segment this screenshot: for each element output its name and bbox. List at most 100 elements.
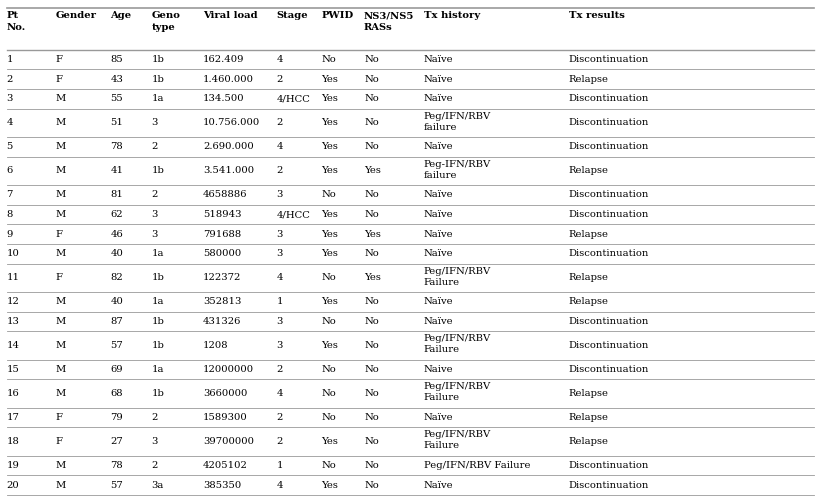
Text: 385350: 385350: [203, 480, 241, 490]
Text: M: M: [56, 250, 66, 258]
Text: 2: 2: [276, 437, 283, 446]
Text: F: F: [56, 413, 63, 422]
Text: 3: 3: [151, 118, 158, 128]
Text: Peg/IFN/RBV
Failure: Peg/IFN/RBV Failure: [424, 334, 491, 354]
Text: 1: 1: [276, 298, 283, 306]
Text: Naïve: Naïve: [424, 55, 453, 64]
Text: Yes: Yes: [321, 75, 339, 84]
Text: 1a: 1a: [151, 250, 164, 258]
Text: 11: 11: [7, 274, 20, 282]
Text: 1a: 1a: [151, 298, 164, 306]
Text: 40: 40: [110, 298, 124, 306]
Text: 78: 78: [110, 461, 124, 470]
Text: Naïve: Naïve: [424, 230, 453, 238]
Text: 3: 3: [276, 250, 283, 258]
Text: Yes: Yes: [364, 166, 381, 175]
Text: Discontinuation: Discontinuation: [569, 94, 649, 104]
Text: Relapse: Relapse: [569, 75, 609, 84]
Text: Yes: Yes: [321, 210, 339, 219]
Text: M: M: [56, 317, 66, 326]
Text: No: No: [364, 365, 379, 374]
Text: 41: 41: [110, 166, 124, 175]
Text: 5: 5: [7, 142, 13, 152]
Text: M: M: [56, 365, 66, 374]
Text: 1: 1: [276, 461, 283, 470]
Text: 1b: 1b: [151, 55, 164, 64]
Text: No: No: [364, 142, 379, 152]
Text: Yes: Yes: [364, 274, 381, 282]
Text: Naïve: Naïve: [424, 317, 453, 326]
Text: M: M: [56, 389, 66, 398]
Text: Naïve: Naïve: [424, 210, 453, 219]
Text: F: F: [56, 230, 63, 238]
Text: 4: 4: [276, 480, 283, 490]
Text: 3a: 3a: [151, 480, 164, 490]
Text: Relapse: Relapse: [569, 298, 609, 306]
Text: 580000: 580000: [203, 250, 241, 258]
Text: 10.756.000: 10.756.000: [203, 118, 260, 128]
Text: Discontinuation: Discontinuation: [569, 461, 649, 470]
Text: Yes: Yes: [321, 142, 339, 152]
Text: 2: 2: [151, 413, 158, 422]
Text: No: No: [364, 389, 379, 398]
Text: 134.500: 134.500: [203, 94, 245, 104]
Text: 15: 15: [7, 365, 20, 374]
Text: 2: 2: [151, 461, 158, 470]
Text: 14: 14: [7, 341, 20, 350]
Text: M: M: [56, 480, 66, 490]
Text: Relapse: Relapse: [569, 274, 609, 282]
Text: Discontinuation: Discontinuation: [569, 55, 649, 64]
Text: 13: 13: [7, 317, 20, 326]
Text: 40: 40: [110, 250, 124, 258]
Text: 12000000: 12000000: [203, 365, 254, 374]
Text: 3660000: 3660000: [203, 389, 247, 398]
Text: 3: 3: [7, 94, 13, 104]
Text: Yes: Yes: [321, 250, 339, 258]
Text: Yes: Yes: [321, 94, 339, 104]
Text: 2.690.000: 2.690.000: [203, 142, 254, 152]
Text: Peg/IFN/RBV
Failure: Peg/IFN/RBV Failure: [424, 430, 491, 450]
Text: 4: 4: [7, 118, 13, 128]
Text: 3: 3: [276, 317, 283, 326]
Text: F: F: [56, 55, 63, 64]
Text: Discontinuation: Discontinuation: [569, 190, 649, 200]
Text: M: M: [56, 118, 66, 128]
Text: Yes: Yes: [321, 118, 339, 128]
Text: M: M: [56, 142, 66, 152]
Text: 2: 2: [276, 118, 283, 128]
Text: No: No: [321, 413, 336, 422]
Text: No: No: [364, 461, 379, 470]
Text: 3: 3: [151, 230, 158, 238]
Text: 82: 82: [110, 274, 124, 282]
Text: 55: 55: [110, 94, 124, 104]
Text: 1a: 1a: [151, 94, 164, 104]
Text: 1b: 1b: [151, 389, 164, 398]
Text: Naïve: Naïve: [424, 413, 453, 422]
Text: No: No: [321, 461, 336, 470]
Text: Naïve: Naïve: [424, 250, 453, 258]
Text: Naïve: Naïve: [424, 142, 453, 152]
Text: 68: 68: [110, 389, 123, 398]
Text: 518943: 518943: [203, 210, 241, 219]
Text: NS3/NS5
RASs: NS3/NS5 RASs: [364, 12, 415, 32]
Text: Peg/IFN/RBV
Failure: Peg/IFN/RBV Failure: [424, 266, 491, 286]
Text: Pt
No.: Pt No.: [7, 12, 26, 32]
Text: 2: 2: [151, 190, 158, 200]
Text: Peg/IFN/RBV
Failure: Peg/IFN/RBV Failure: [424, 382, 491, 402]
Text: 1b: 1b: [151, 274, 164, 282]
Text: 4: 4: [276, 274, 283, 282]
Text: 352813: 352813: [203, 298, 241, 306]
Text: Gender: Gender: [56, 12, 97, 20]
Text: No: No: [364, 210, 379, 219]
Text: Stage: Stage: [276, 12, 308, 20]
Text: 78: 78: [110, 142, 124, 152]
Text: 4/HCC: 4/HCC: [276, 210, 310, 219]
Text: Discontinuation: Discontinuation: [569, 210, 649, 219]
Text: No: No: [364, 413, 379, 422]
Text: 62: 62: [110, 210, 123, 219]
Text: 51: 51: [110, 118, 124, 128]
Text: 4: 4: [276, 389, 283, 398]
Text: No: No: [364, 55, 379, 64]
Text: 4658886: 4658886: [203, 190, 247, 200]
Text: M: M: [56, 94, 66, 104]
